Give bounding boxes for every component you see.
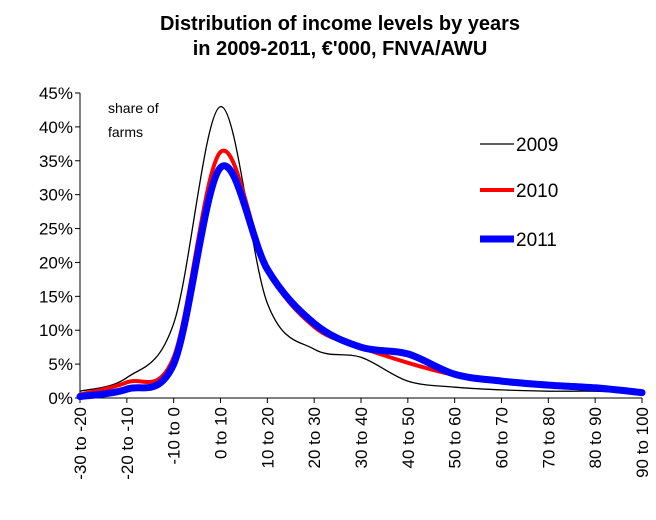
x-tick-label: 0 to 10 xyxy=(212,407,231,459)
x-tick-label: 70 to 80 xyxy=(539,407,558,468)
x-tick-label: 20 to 30 xyxy=(305,407,324,468)
y-tick-label: 35% xyxy=(39,152,73,171)
legend-label-2009: 2009 xyxy=(516,135,558,156)
x-tick-label: 30 to 40 xyxy=(352,407,371,468)
y-tick-label: 30% xyxy=(39,186,73,205)
y-tick-label: 45% xyxy=(39,84,73,103)
y-axis: 0% 5% 10% 15% 20% 25% 30% 35% 40% 45% xyxy=(39,84,81,408)
y-axis-annotation-line1: share of xyxy=(108,100,159,116)
y-tick-label: 25% xyxy=(39,220,73,239)
series-line-2011 xyxy=(76,162,646,401)
y-axis-annotation-line2: farms xyxy=(108,124,143,140)
y-tick-label: 10% xyxy=(39,321,73,340)
x-tick-label: 80 to 90 xyxy=(586,407,605,468)
x-tick-label: -20 to -10 xyxy=(118,407,137,480)
chart-subtitle: in 2009-2011, €'000, FNVA/AWU xyxy=(193,38,488,60)
y-tick-label: 20% xyxy=(39,253,73,272)
x-tick-label: 10 to 20 xyxy=(258,407,277,468)
legend: 2009 2010 2011 xyxy=(480,135,558,251)
x-tick-label: -30 to -20 xyxy=(71,407,90,480)
series-lines xyxy=(76,105,646,401)
y-tick-label: 5% xyxy=(48,355,73,374)
y-tick-label: 40% xyxy=(39,118,73,137)
legend-label-2011: 2011 xyxy=(516,230,557,251)
chart-title: Distribution of income levels by years xyxy=(160,13,520,35)
y-tick-label: 0% xyxy=(48,389,73,408)
x-axis: -30 to -20 -20 to -10 -10 to 0 0 to 10 10 to… xyxy=(71,397,652,480)
y-tick-label: 15% xyxy=(39,287,73,306)
series-line-2009 xyxy=(79,105,643,394)
legend-label-2010: 2010 xyxy=(516,181,558,202)
x-tick-label: 90 to 100 xyxy=(633,407,652,478)
x-tick-label: 50 to 60 xyxy=(446,407,465,468)
x-tick-label: 40 to 50 xyxy=(399,407,418,468)
x-tick-label: 60 to 70 xyxy=(493,407,512,468)
x-tick-label: -10 to 0 xyxy=(165,407,184,465)
